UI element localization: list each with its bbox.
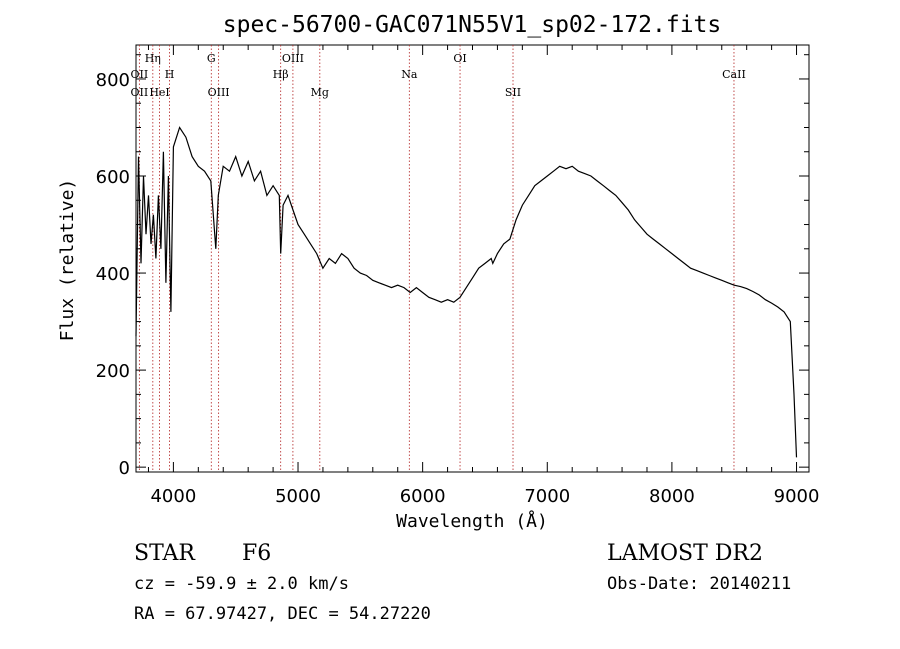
redshift-text: cz = -59.9 ± 2.0 km/s	[134, 574, 349, 594]
object-subclass: F6	[242, 541, 271, 566]
y-tick-label: 800	[96, 70, 130, 91]
chart-title: spec-56700-GAC071N55V1_sp02-172.fits	[223, 12, 722, 38]
emission-line-labels: Hη OII H OII HeI G OIII OIII Hβ Mg Na OI SII CaII	[131, 52, 746, 99]
emission-line-markers	[138, 45, 735, 472]
line-label: OIII	[282, 52, 304, 65]
y-tick-label: 0	[119, 458, 130, 479]
x-tick-label: 7000	[524, 486, 570, 507]
x-axis-ticks: 4000 5000 6000 7000 8000 9000	[147, 45, 820, 507]
y-axis-label: Flux (relative)	[57, 179, 78, 342]
line-label: G	[207, 52, 216, 65]
object-class: STAR	[134, 541, 196, 566]
line-label: Hη	[145, 52, 161, 65]
line-label: CaII	[722, 68, 746, 81]
line-label: OIII	[208, 86, 230, 99]
x-tick-label: 9000	[774, 486, 820, 507]
x-tick-label: 4000	[150, 486, 196, 507]
x-tick-label: 8000	[649, 486, 695, 507]
y-axis-ticks: 0 200 400 600 800	[96, 54, 809, 479]
x-tick-label: 5000	[275, 486, 321, 507]
line-label: OII	[131, 86, 149, 99]
survey-name: LAMOST DR2	[607, 541, 763, 566]
x-axis-label: Wavelength (Å)	[396, 510, 548, 532]
line-label: H	[165, 68, 175, 81]
line-label: Na	[401, 68, 418, 81]
line-label: OII	[131, 68, 149, 81]
y-tick-label: 400	[96, 264, 130, 285]
y-tick-label: 600	[96, 167, 130, 188]
obs-date-text: Obs-Date: 20140211	[607, 574, 791, 594]
line-label: Mg	[311, 86, 329, 99]
x-tick-label: 6000	[400, 486, 446, 507]
y-tick-label: 200	[96, 361, 130, 382]
coordinates-text: RA = 67.97427, DEC = 54.27220	[134, 604, 431, 624]
line-label: Hβ	[273, 68, 289, 81]
line-label: HeI	[149, 86, 169, 99]
plot-frame	[135, 44, 810, 473]
line-label: OI	[453, 52, 466, 65]
spectrum-series-line	[135, 126, 798, 458]
line-label: SII	[505, 86, 521, 99]
